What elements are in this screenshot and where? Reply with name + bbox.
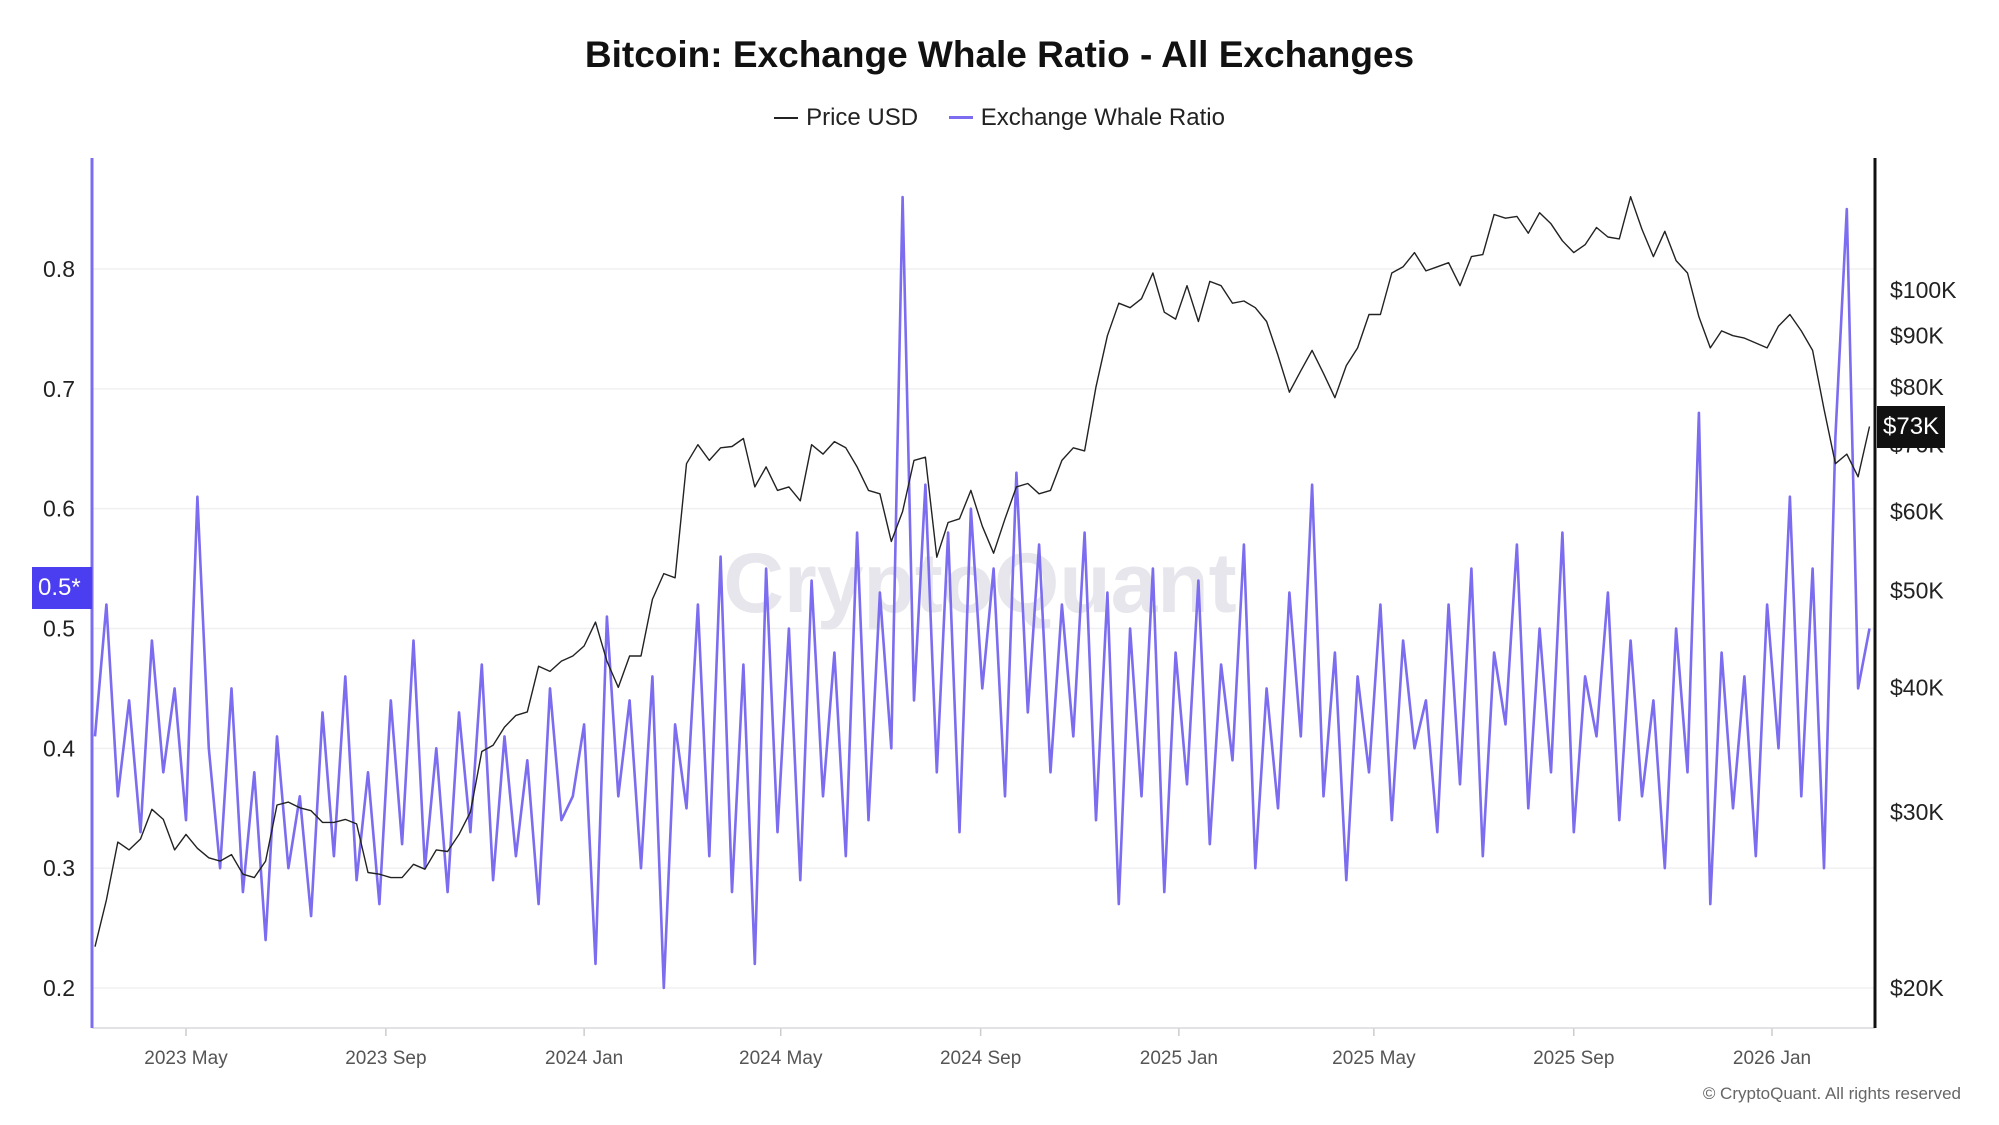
legend-swatch-price — [774, 117, 799, 119]
x-tick-label: 2024 Jan — [545, 1048, 623, 1069]
y-right-tick-label: $20K — [1890, 975, 1944, 1001]
x-tick-label: 2025 Jan — [1140, 1048, 1218, 1069]
y-left-tick-label: 0.5 — [43, 616, 75, 642]
y-right-tick-label: $90K — [1890, 323, 1944, 349]
x-tick-label: 2024 Sep — [940, 1048, 1021, 1069]
y-left-tick-label: 0.7 — [43, 376, 75, 402]
y-right-tick-label: $50K — [1890, 578, 1944, 604]
current-ratio-tag: 0.5* — [32, 567, 92, 609]
legend-label-ratio: Exchange Whale Ratio — [980, 103, 1225, 131]
y-right-tick-label: $60K — [1890, 499, 1944, 525]
x-tick-label: 2024 May — [739, 1048, 823, 1069]
y-left-tick-label: 0.8 — [43, 256, 75, 282]
y-right-tick-label: $100K — [1890, 277, 1957, 303]
y-left-tick-label: 0.4 — [43, 735, 75, 761]
legend-item-ratio[interactable]: Exchange Whale Ratio — [948, 103, 1225, 132]
x-tick-label: 2025 Sep — [1533, 1048, 1614, 1069]
legend: Price USD Exchange Whale Ratio — [0, 98, 1999, 132]
legend-swatch-ratio — [948, 116, 973, 119]
x-tick-label: 2026 Jan — [1733, 1048, 1811, 1069]
x-tick-label: 2023 Sep — [345, 1048, 426, 1069]
y-left-tick-label: 0.3 — [43, 855, 75, 881]
y-left-tick-label: 0.2 — [43, 975, 75, 1001]
y-right-tick-label: $80K — [1890, 374, 1944, 400]
x-tick-label: 2025 May — [1332, 1048, 1416, 1069]
legend-label-price: Price USD — [806, 104, 919, 131]
watermark: CryptoQuant — [723, 536, 1236, 630]
copyright: © CryptoQuant. All rights reserved — [1702, 1084, 1961, 1103]
chart-title: Bitcoin: Exchange Whale Ratio - All Exch… — [584, 34, 1415, 75]
legend-item-price[interactable]: Price USD — [774, 104, 918, 132]
y-left-tick-label: 0.6 — [43, 496, 75, 522]
x-tick-label: 2023 May — [144, 1048, 228, 1069]
y-right-tick-label: $40K — [1890, 674, 1944, 700]
current-price-tag: $73K — [1877, 406, 1946, 448]
y-right-tick-label: $30K — [1890, 799, 1944, 825]
